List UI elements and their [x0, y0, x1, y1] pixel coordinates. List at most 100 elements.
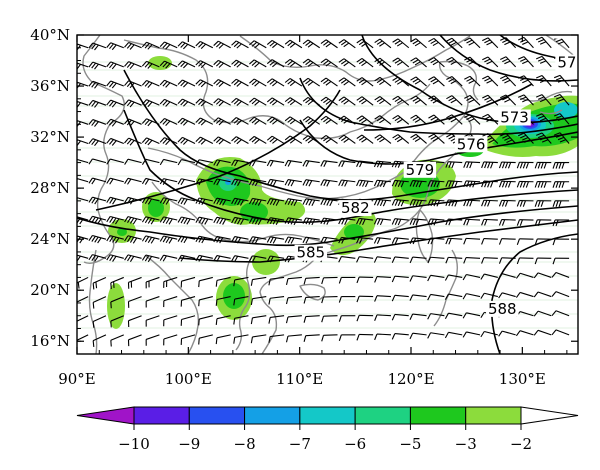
wind-barb-flag — [539, 117, 547, 122]
wind-barb-shaft — [523, 37, 534, 49]
wind-barb-flag — [249, 116, 255, 122]
wind-barb-flag — [71, 254, 75, 259]
contour-labels: 56 57 573 576 579 582 585 588 — [294, 35, 578, 318]
wind-barb-flag — [266, 40, 273, 45]
wind-barb-flag — [251, 80, 258, 86]
contour-label-bg — [403, 161, 437, 178]
wind-barb-shaft — [376, 276, 391, 278]
wind-barb-shaft — [270, 255, 285, 259]
wind-barb-flag — [251, 99, 258, 105]
wind-barb-flag — [535, 94, 543, 98]
wind-barb-flag — [251, 236, 256, 244]
wind-barb-flag — [522, 79, 529, 84]
wind-barb-flag — [522, 181, 526, 188]
wind-barb-shaft — [270, 315, 285, 318]
wind-barb-shaft — [164, 41, 178, 49]
wind-barb-shaft — [376, 160, 392, 164]
wind-barb-flag — [126, 138, 132, 145]
shade-patch — [344, 224, 364, 240]
wind-barb-flag — [144, 255, 150, 262]
wind-barb-flag — [343, 42, 350, 48]
wind-barb-flag — [515, 292, 521, 298]
wind-barb-flag — [535, 36, 543, 41]
wind-barb-flag — [539, 41, 547, 45]
wind-barb-flag — [501, 219, 506, 226]
wind-barb-flag — [340, 59, 347, 65]
wind-barb-shaft — [181, 315, 196, 321]
wind-barb-shaft — [234, 216, 249, 221]
wind-barb-flag — [308, 180, 313, 187]
wind-barb-flag — [91, 120, 97, 126]
wind-barb-shaft — [163, 334, 178, 340]
wind-barb-shaft — [234, 178, 249, 183]
wind-barb-shaft — [376, 237, 392, 240]
wind-barb-flag — [287, 160, 292, 167]
wind-barb-flag — [236, 43, 242, 49]
wind-barb-flag — [507, 181, 512, 188]
wind-barb-flag — [106, 99, 112, 106]
wind-barb-flag — [396, 137, 403, 143]
wind-barb-flag — [92, 302, 95, 309]
wind-barb-shaft — [252, 315, 267, 319]
wind-barb-flag — [129, 140, 135, 146]
wind-barb-flag — [323, 180, 328, 187]
wind-barb-flag — [237, 237, 242, 244]
wind-barb-flag — [233, 118, 240, 124]
wind-barb-flag — [379, 61, 385, 66]
wind-barb-flag — [427, 275, 432, 282]
wind-barb-flag — [112, 198, 117, 205]
wind-barb-flag — [376, 40, 383, 45]
wind-barb-flag — [91, 255, 96, 261]
wind-barb-flag — [427, 237, 431, 245]
wind-barb-flag — [504, 137, 511, 141]
wind-barb-flag — [162, 255, 167, 262]
wind-barb-flag — [233, 42, 240, 48]
wind-barb-shaft — [430, 332, 445, 336]
wind-barb-flag — [338, 296, 342, 303]
wind-barb-flag — [266, 160, 271, 167]
wind-barb-flag — [444, 312, 449, 320]
wind-barb-flag — [88, 216, 93, 222]
wind-barb-flag — [213, 255, 218, 262]
wind-barb-flag — [481, 257, 485, 264]
wind-barb-flag — [272, 81, 278, 87]
wind-barb-flag — [356, 115, 363, 120]
wind-barb-shaft — [307, 116, 321, 125]
wind-barb-flag — [391, 218, 396, 225]
wind-barb-shaft — [505, 94, 517, 106]
wind-barb-flag — [165, 82, 171, 88]
wind-barb-flag — [448, 78, 455, 83]
colorbar-tick-label: −5 — [399, 435, 421, 453]
wind-barb-flag — [218, 139, 224, 145]
wind-barb-flag — [237, 218, 242, 225]
wind-barb-flag — [356, 218, 360, 225]
wind-barb-flag — [356, 256, 360, 263]
wind-barb-flag — [430, 238, 434, 245]
wind-barb-shaft — [289, 135, 303, 144]
wind-barb-flag — [266, 179, 271, 186]
wind-barb-flag — [126, 100, 132, 107]
wind-barb-flag — [216, 217, 221, 224]
wind-barb-shaft — [234, 276, 249, 281]
wind-barb-flag — [269, 118, 276, 124]
wind-barb-flag — [141, 118, 147, 124]
wind-barb-shaft — [305, 334, 320, 337]
wind-barb-flag — [144, 81, 150, 87]
wind-barb-shaft — [448, 274, 463, 278]
wind-barb-flag — [376, 161, 381, 168]
contour-label: 573 — [500, 108, 529, 126]
wind-barb-flag — [409, 294, 414, 301]
wind-barb-flag — [159, 178, 165, 185]
wind-barb-flag — [198, 99, 204, 106]
wind-barb-flag — [409, 275, 414, 282]
wind-barb-flag — [231, 40, 237, 46]
wind-barb-flag — [251, 217, 256, 224]
contour-label: 585 — [296, 244, 325, 262]
wind-barb-flag — [106, 80, 112, 87]
wind-barb-shaft — [218, 136, 231, 144]
wind-barb-flag — [325, 61, 332, 67]
wind-barb-flag — [180, 119, 186, 125]
wind-barb-shaft — [181, 216, 196, 221]
wind-barb-shaft — [359, 236, 374, 240]
wind-barb-shaft — [559, 36, 570, 49]
